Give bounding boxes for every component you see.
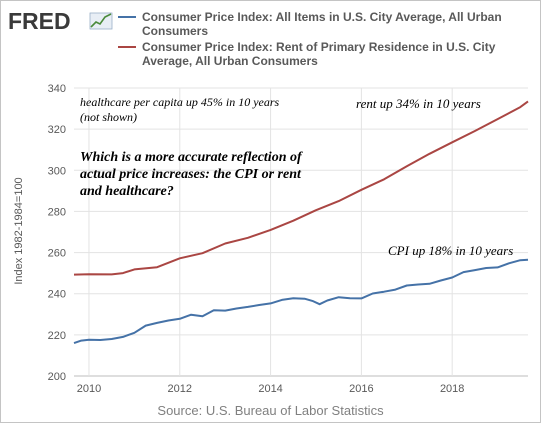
- series-line-rent[interactable]: [73, 100, 529, 276]
- annotation-health2: (not shown): [80, 110, 137, 124]
- fred-logo-text: FRED: [8, 8, 71, 34]
- y-tick-340: 340: [48, 83, 66, 95]
- y-tick-220: 220: [48, 330, 66, 342]
- y-tick-labels: 200 220 240 260 280 300 320 340: [48, 83, 66, 383]
- x-tick-2014: 2014: [258, 383, 282, 395]
- x-tick-2012: 2012: [168, 383, 192, 395]
- annotation-rent: rent up 34% in 10 years: [356, 96, 481, 111]
- fred-logo: FRED: [8, 8, 118, 39]
- annotation-cpi: CPI up 18% in 10 years: [388, 243, 513, 258]
- y-axis-label: Index 1982-1984=100: [13, 177, 25, 284]
- annotations: healthcare per capita up 45% in 10 years…: [80, 95, 513, 258]
- series-lines: [73, 100, 529, 345]
- annotation-q2: actual price increases: the CPI or rent: [80, 167, 302, 182]
- x-tick-2018: 2018: [440, 383, 464, 395]
- legend-label-rent: Consumer Price Index: Rent of Primary Re…: [142, 40, 496, 68]
- y-tick-260: 260: [48, 248, 66, 260]
- legend-item-cpi[interactable]: Consumer Price Index: All Items in U.S. …: [118, 10, 528, 38]
- chart-legend: Consumer Price Index: All Items in U.S. …: [118, 10, 528, 70]
- fred-logo-mark: [89, 12, 113, 30]
- gridlines: [74, 87, 528, 377]
- annotation-q3: and healthcare?: [80, 184, 174, 199]
- y-tick-280: 280: [48, 206, 66, 218]
- x-tick-2016: 2016: [349, 383, 373, 395]
- legend-swatch-rent: [118, 46, 136, 48]
- y-tick-200: 200: [48, 371, 66, 383]
- legend-label-cpi: Consumer Price Index: All Items in U.S. …: [142, 10, 502, 38]
- source-note[interactable]: Source: U.S. Bureau of Labor Statistics: [157, 403, 384, 418]
- legend-swatch-cpi: [118, 16, 136, 18]
- y-tick-240: 240: [48, 289, 66, 301]
- fred-logo-graphic: FRED: [8, 8, 113, 34]
- y-tick-300: 300: [48, 165, 66, 177]
- y-tick-320: 320: [48, 124, 66, 136]
- x-tick-labels: 2010 2012 2014 2016 2018: [77, 383, 465, 395]
- legend-item-rent[interactable]: Consumer Price Index: Rent of Primary Re…: [118, 40, 528, 68]
- annotation-health1: healthcare per capita up 45% in 10 years: [80, 95, 280, 109]
- annotation-q1: Which is a more accurate reflection of: [80, 150, 303, 165]
- series-line-cpi[interactable]: [73, 258, 529, 345]
- x-tick-2010: 2010: [77, 383, 101, 395]
